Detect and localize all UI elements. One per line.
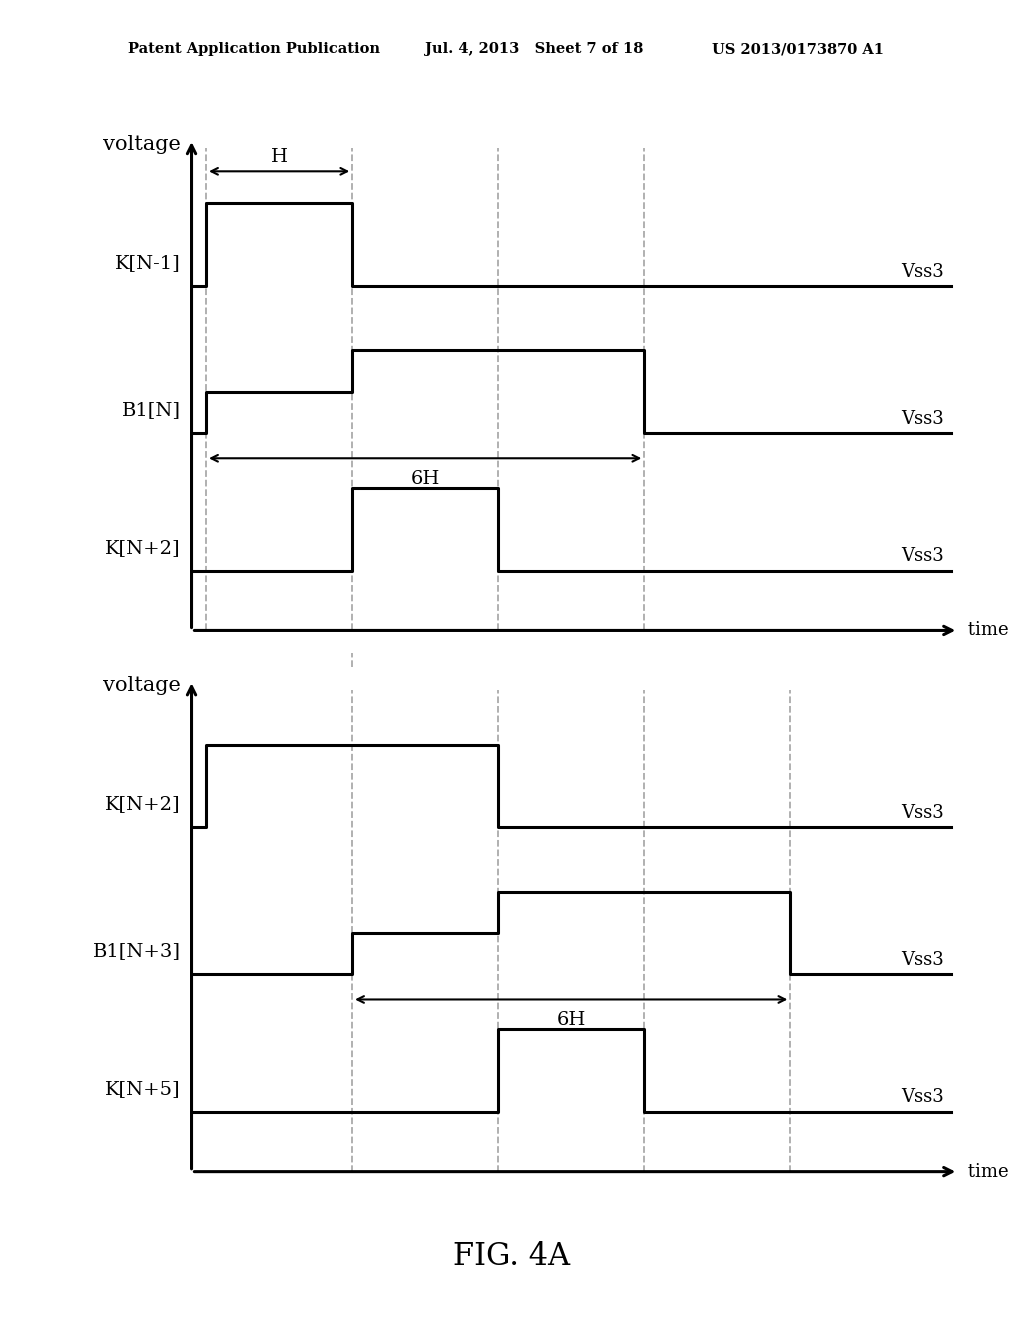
- Text: time: time: [962, 1163, 1009, 1180]
- Text: Vss3: Vss3: [901, 548, 943, 565]
- Text: Vss3: Vss3: [901, 409, 943, 428]
- Text: Vss3: Vss3: [901, 1089, 943, 1106]
- Text: Patent Application Publication: Patent Application Publication: [128, 42, 380, 57]
- Text: FIG. 4A: FIG. 4A: [454, 1241, 570, 1272]
- Text: 6H: 6H: [411, 470, 440, 488]
- Text: K[N+2]: K[N+2]: [104, 539, 180, 557]
- Text: B1[N+3]: B1[N+3]: [92, 942, 180, 960]
- Text: K[N+5]: K[N+5]: [104, 1080, 180, 1098]
- Text: 6H: 6H: [556, 1011, 586, 1030]
- Text: K[N+2]: K[N+2]: [104, 796, 180, 813]
- Text: Vss3: Vss3: [901, 263, 943, 281]
- Text: H: H: [270, 148, 288, 166]
- Text: Jul. 4, 2013   Sheet 7 of 18: Jul. 4, 2013 Sheet 7 of 18: [425, 42, 643, 57]
- Text: B1[N]: B1[N]: [122, 401, 180, 418]
- Text: K[N-1]: K[N-1]: [115, 255, 180, 272]
- Text: US 2013/0173870 A1: US 2013/0173870 A1: [712, 42, 884, 57]
- Text: Vss3: Vss3: [901, 804, 943, 822]
- Text: time: time: [962, 622, 1009, 639]
- Text: voltage: voltage: [102, 676, 180, 694]
- Text: Vss3: Vss3: [901, 950, 943, 969]
- Text: voltage: voltage: [102, 135, 180, 153]
